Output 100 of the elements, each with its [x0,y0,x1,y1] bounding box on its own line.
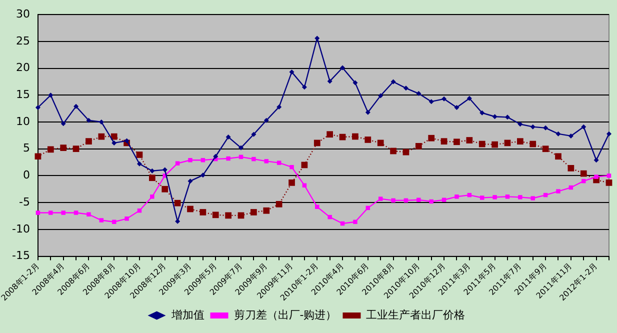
point [378,93,384,98]
point [276,160,282,165]
y-tick-label: -15 [12,249,30,262]
point [252,156,256,162]
point [263,207,270,214]
point [352,133,358,140]
point [440,138,448,145]
legend-label: 剪刀差（出厂-购进） [234,308,337,322]
point [226,156,230,161]
point [504,114,510,120]
point [136,161,142,166]
point [34,153,42,160]
point [454,194,459,199]
point [442,96,447,102]
legend-label: 增加值 [170,308,204,322]
point [416,198,421,202]
point [454,105,460,110]
y-tick-label: 10 [16,114,30,128]
point [326,131,334,138]
point [276,200,282,208]
point [391,198,396,203]
point [428,99,434,104]
point [581,124,586,130]
point [86,138,92,145]
point [289,70,294,75]
point [518,122,523,127]
point [47,146,54,153]
point [568,133,574,138]
point [516,138,524,145]
point [162,167,168,172]
y-tick-label: 30 [16,7,30,20]
point [74,210,78,215]
point [542,146,549,152]
point [340,65,346,70]
point [86,212,91,216]
point [390,148,396,154]
point [61,210,66,215]
y-tick-label: 20 [16,61,30,74]
point [390,79,396,84]
point [530,140,536,148]
point [416,91,422,96]
point [505,194,510,199]
point [225,212,232,219]
point [124,138,130,144]
point [150,194,154,199]
point [492,141,498,148]
y-tick-label: 5 [22,142,30,155]
point [174,200,181,206]
point [200,158,206,162]
point [429,199,434,204]
point [518,195,522,200]
point [175,161,180,166]
point [377,140,384,146]
point [466,96,472,101]
point [543,125,548,130]
point [148,174,156,182]
point [352,80,358,86]
point [555,153,562,160]
point [290,164,294,170]
point [36,210,40,215]
point [365,110,370,115]
point [250,209,257,216]
point [415,142,422,150]
point [328,214,332,220]
point [288,180,295,186]
point [530,196,535,200]
point [594,174,598,179]
y-tick-label: 0 [22,168,30,182]
point [492,114,498,120]
point [226,134,231,140]
point [124,216,129,221]
point [492,195,497,200]
point [187,206,194,212]
point [302,84,307,90]
point [556,131,561,136]
y-tick-label: 15 [16,88,30,102]
point [428,134,435,142]
point [353,220,358,224]
point [606,174,612,178]
point [378,196,383,201]
point [466,137,473,144]
point [364,136,372,143]
y-tick-label: 25 [16,34,30,48]
point [98,133,105,140]
point [110,133,118,140]
point [48,92,54,98]
point [314,140,320,146]
point [403,86,408,91]
point [188,178,193,184]
point [556,189,560,194]
point [99,218,104,222]
point [606,180,612,186]
point [594,158,599,163]
point [276,104,282,110]
point [72,146,80,152]
point [606,131,612,136]
point [200,209,206,216]
point [402,148,410,156]
point [238,145,244,150]
point [480,110,485,116]
